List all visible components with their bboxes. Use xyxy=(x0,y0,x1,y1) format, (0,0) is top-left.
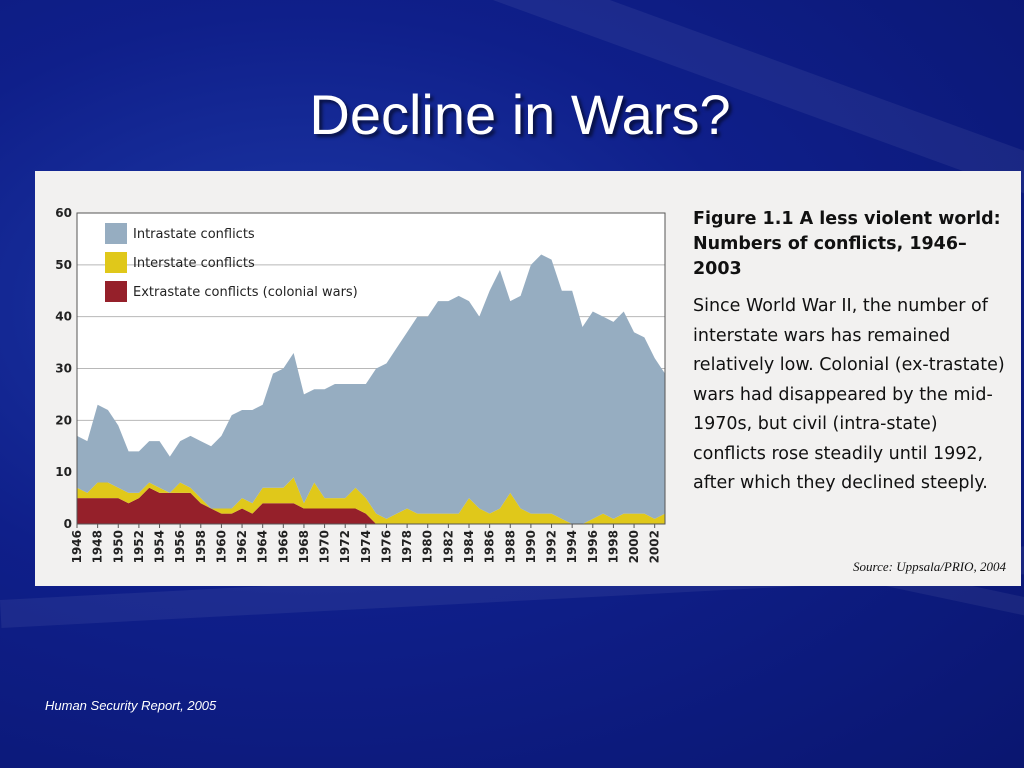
legend-label: Extrastate conflicts (colonial wars) xyxy=(133,285,358,300)
figure-description: Since World War II, the number of inters… xyxy=(693,296,1005,493)
x-tick-label: 1966 xyxy=(276,530,290,563)
x-tick-label: 1948 xyxy=(91,530,105,563)
x-tick-label: 1968 xyxy=(297,530,311,563)
x-tick-label: 1984 xyxy=(462,530,476,563)
x-tick-label: 1982 xyxy=(441,530,455,563)
x-tick-label: 2000 xyxy=(627,530,641,563)
legend-swatch xyxy=(105,223,127,244)
x-tick-label: 1962 xyxy=(235,530,249,563)
x-tick-label: 1964 xyxy=(256,530,270,563)
x-tick-label: 1956 xyxy=(173,530,187,563)
x-tick-label: 1972 xyxy=(338,530,352,563)
x-tick-label: 1990 xyxy=(524,530,538,563)
y-tick-label: 40 xyxy=(55,310,72,324)
x-tick-label: 1986 xyxy=(483,530,497,563)
x-tick-label: 1976 xyxy=(379,530,393,563)
slide-footer-citation: Human Security Report, 2005 xyxy=(45,698,217,713)
x-tick-label: 1950 xyxy=(111,530,125,563)
area-series-interstate xyxy=(77,477,665,524)
figure-heading-line1: Figure 1.1 A less violent world: xyxy=(693,209,1001,229)
x-tick-label: 1958 xyxy=(194,530,208,563)
area-series-extrastate xyxy=(77,487,665,524)
x-tick-label: 1970 xyxy=(318,530,332,563)
x-tick-label: 2002 xyxy=(648,530,662,563)
area-series-intrastate xyxy=(77,254,665,524)
x-tick-label: 1988 xyxy=(503,530,517,563)
x-tick-label: 1952 xyxy=(132,530,146,563)
x-tick-label: 1992 xyxy=(545,530,559,563)
x-tick-label: 1996 xyxy=(586,530,600,563)
legend-swatch xyxy=(105,252,127,273)
figure-caption: Figure 1.1 A less violent world: Numbers… xyxy=(693,207,1013,499)
x-tick-label: 1954 xyxy=(153,530,167,563)
x-tick-label: 1946 xyxy=(70,530,84,563)
x-tick-label: 1998 xyxy=(606,530,620,563)
legend-label: Interstate conflicts xyxy=(133,256,255,271)
figure-source: Source: Uppsala/PRIO, 2004 xyxy=(853,559,1006,574)
figure-heading-line2: Numbers of conflicts, 1946–2003 xyxy=(693,234,967,279)
figure-heading: Figure 1.1 A less violent world: Numbers… xyxy=(693,207,1013,282)
y-tick-label: 10 xyxy=(55,465,72,479)
x-tick-label: 1974 xyxy=(359,530,373,563)
x-tick-label: 1960 xyxy=(214,530,228,563)
y-tick-label: 60 xyxy=(55,206,72,220)
x-tick-label: 1978 xyxy=(400,530,414,563)
plot-border xyxy=(76,212,666,525)
conflicts-area-chart: 0 10 20 30 40 50 60 1946 1948 1950 1952 1954 1956 195… xyxy=(55,206,666,563)
legend-swatch xyxy=(105,281,127,302)
y-tick-label: 0 xyxy=(64,517,72,531)
slide-title: Decline in Wars? xyxy=(309,83,731,146)
y-tick-label: 50 xyxy=(55,258,72,272)
x-tick-label: 1994 xyxy=(565,530,579,563)
y-tick-label: 20 xyxy=(55,413,72,427)
legend-label: Intrastate conflicts xyxy=(133,227,255,242)
figure-panel: 0 10 20 30 40 50 60 1946 1948 1950 1952 1954 1956 195… xyxy=(35,171,1021,586)
x-tick-label: 1980 xyxy=(421,530,435,563)
y-tick-label: 30 xyxy=(55,362,72,376)
